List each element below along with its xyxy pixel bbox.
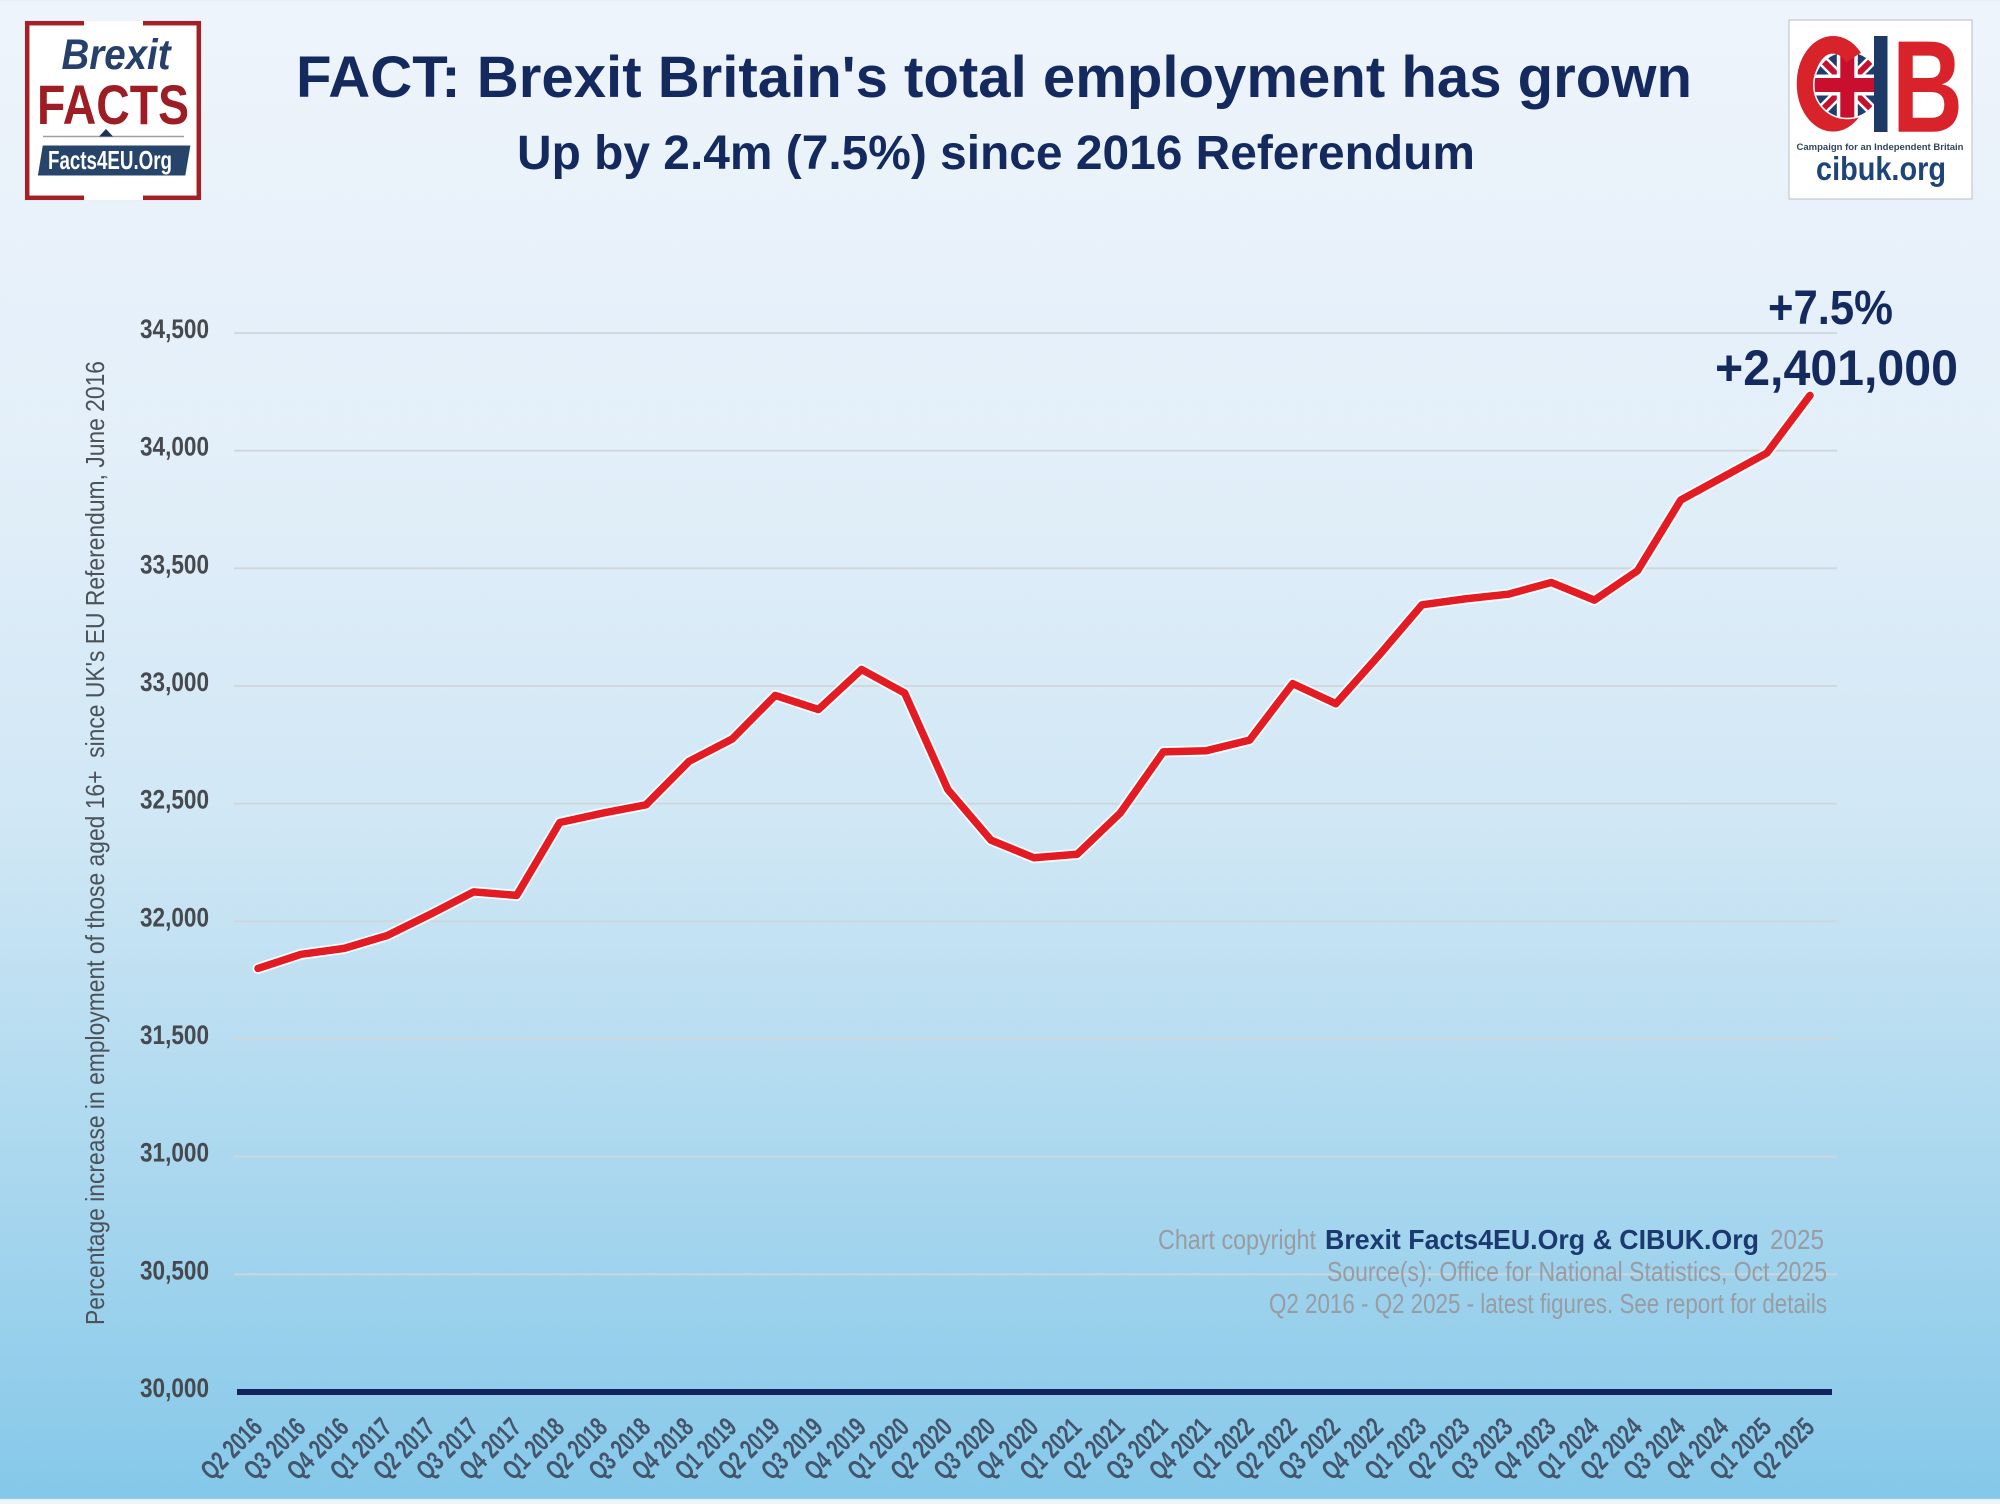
svg-text:31,500: 31,500: [140, 1020, 209, 1050]
svg-text:Chart copyright: Chart copyright: [1158, 1224, 1316, 1255]
svg-text:cibuk.org: cibuk.org: [1816, 150, 1946, 187]
svg-text:Brexit: Brexit: [62, 31, 172, 79]
svg-text:+7.5%: +7.5%: [1768, 282, 1893, 335]
svg-text:FACTS: FACTS: [37, 73, 189, 136]
svg-text:+2,401,000: +2,401,000: [1715, 340, 1958, 396]
svg-text:31,000: 31,000: [140, 1138, 209, 1168]
svg-text:Facts4EU.Org: Facts4EU.Org: [48, 145, 172, 175]
svg-text:33,000: 33,000: [140, 667, 209, 697]
svg-text:Source(s): Office for National: Source(s): Office for National Statistic…: [1327, 1256, 1827, 1287]
svg-text:Brexit Facts4EU.Org & CIBUK.Or: Brexit Facts4EU.Org & CIBUK.Org: [1325, 1224, 1759, 1255]
svg-text:Up by 2.4m (7.5%) since 2016 R: Up by 2.4m (7.5%) since 2016 Referendum: [517, 127, 1475, 180]
svg-text:2025: 2025: [1770, 1224, 1824, 1255]
svg-text:32,000: 32,000: [140, 902, 209, 932]
svg-text:B: B: [1892, 13, 1963, 160]
svg-text:34,500: 34,500: [140, 314, 209, 344]
svg-text:FACT: Brexit Britain's total e: FACT: Brexit Britain's total employment …: [296, 45, 1692, 110]
svg-text:30,000: 30,000: [140, 1373, 209, 1403]
svg-text:Campaign for an Independent Br: Campaign for an Independent Britain: [1797, 142, 1964, 153]
svg-text:34,000: 34,000: [140, 432, 209, 462]
svg-text:Percentage increase in employm: Percentage increase in employment of tho…: [80, 361, 110, 1325]
svg-text:Q2 2016 - Q2 2025 - latest fig: Q2 2016 - Q2 2025 - latest figures. See …: [1269, 1288, 1827, 1319]
svg-text:33,500: 33,500: [140, 549, 209, 579]
svg-text:30,500: 30,500: [140, 1255, 209, 1285]
svg-text:32,500: 32,500: [140, 785, 209, 815]
